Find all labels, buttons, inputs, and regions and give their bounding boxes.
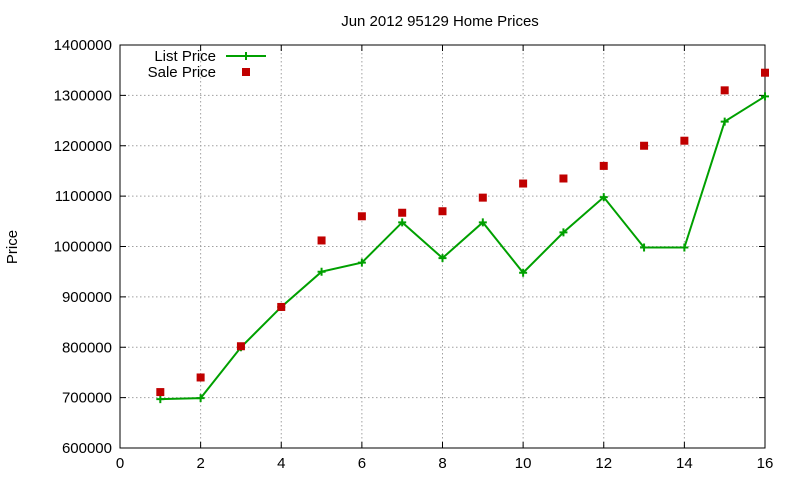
chart-title: Jun 2012 95129 Home Prices — [341, 13, 539, 30]
x-tick-label: 6 — [358, 455, 366, 472]
series-sale-price — [156, 68, 769, 397]
y-tick-label: 1200000 — [54, 138, 112, 155]
y-tick-label: 900000 — [62, 289, 112, 306]
x-tick-label: 8 — [438, 455, 446, 472]
y-tick-label: 1300000 — [54, 87, 112, 104]
data-point-sale-price — [317, 236, 326, 245]
legend-label-sale-price: Sale Price — [148, 64, 216, 81]
data-point-list-price — [196, 394, 205, 403]
data-point-list-price — [156, 395, 165, 404]
data-point-list-price — [761, 92, 769, 101]
data-point-list-price — [519, 268, 528, 277]
x-tick-label: 12 — [595, 455, 612, 472]
data-point-list-price — [680, 243, 689, 252]
tick-layer: 0 2 4 6 8 10 12 14 16 600000 700000 800000 900000 100… — [54, 37, 774, 472]
data-point-sale-price — [680, 136, 689, 145]
data-point-sale-price — [720, 86, 729, 95]
legend-marker-list-price — [242, 52, 250, 60]
y-tick-label: 600000 — [62, 440, 112, 457]
legend-marker-sale-price — [242, 68, 250, 76]
grid-layer — [120, 45, 765, 448]
series-line-list-price — [160, 95, 766, 401]
data-point-list-price — [720, 117, 729, 126]
data-point-sale-price — [478, 193, 487, 202]
y-tick-label: 1000000 — [54, 239, 112, 256]
x-tick-label: 4 — [277, 455, 285, 472]
data-point-sale-price — [196, 373, 205, 382]
data-point-list-price — [398, 218, 407, 227]
data-point-sale-price — [761, 68, 769, 77]
y-tick-label: 1100000 — [55, 188, 112, 205]
y-tick-label: 700000 — [62, 390, 112, 407]
data-point-sale-price — [398, 208, 407, 217]
data-point-list-price — [438, 254, 447, 263]
data-point-sale-price — [640, 141, 649, 150]
data-point-sale-price — [559, 174, 568, 183]
y-axis-label: Price — [4, 230, 21, 264]
x-tick-label: 0 — [116, 455, 124, 472]
data-point-list-price — [559, 228, 568, 237]
legend-label-list-price: List Price — [154, 48, 216, 65]
data-point-sale-price — [277, 302, 286, 311]
data-point-sale-price — [519, 179, 528, 188]
x-tick-label: 14 — [676, 455, 693, 472]
data-point-list-price — [599, 193, 608, 202]
data-point-sale-price — [438, 207, 447, 216]
data-point-list-price — [357, 258, 366, 267]
series-list-price — [156, 92, 769, 404]
series-layer — [156, 68, 769, 404]
data-point-list-price — [317, 267, 326, 276]
data-point-sale-price — [156, 388, 165, 397]
data-point-list-price — [478, 218, 487, 227]
data-point-sale-price — [599, 161, 608, 170]
data-point-sale-price — [357, 212, 366, 221]
y-tick-label: 1400000 — [54, 37, 112, 54]
data-point-list-price — [640, 243, 649, 252]
x-tick-label: 16 — [757, 455, 774, 472]
x-tick-label: 10 — [515, 455, 532, 472]
x-tick-label: 2 — [196, 455, 204, 472]
data-point-sale-price — [236, 342, 245, 351]
y-tick-label: 800000 — [62, 339, 112, 356]
